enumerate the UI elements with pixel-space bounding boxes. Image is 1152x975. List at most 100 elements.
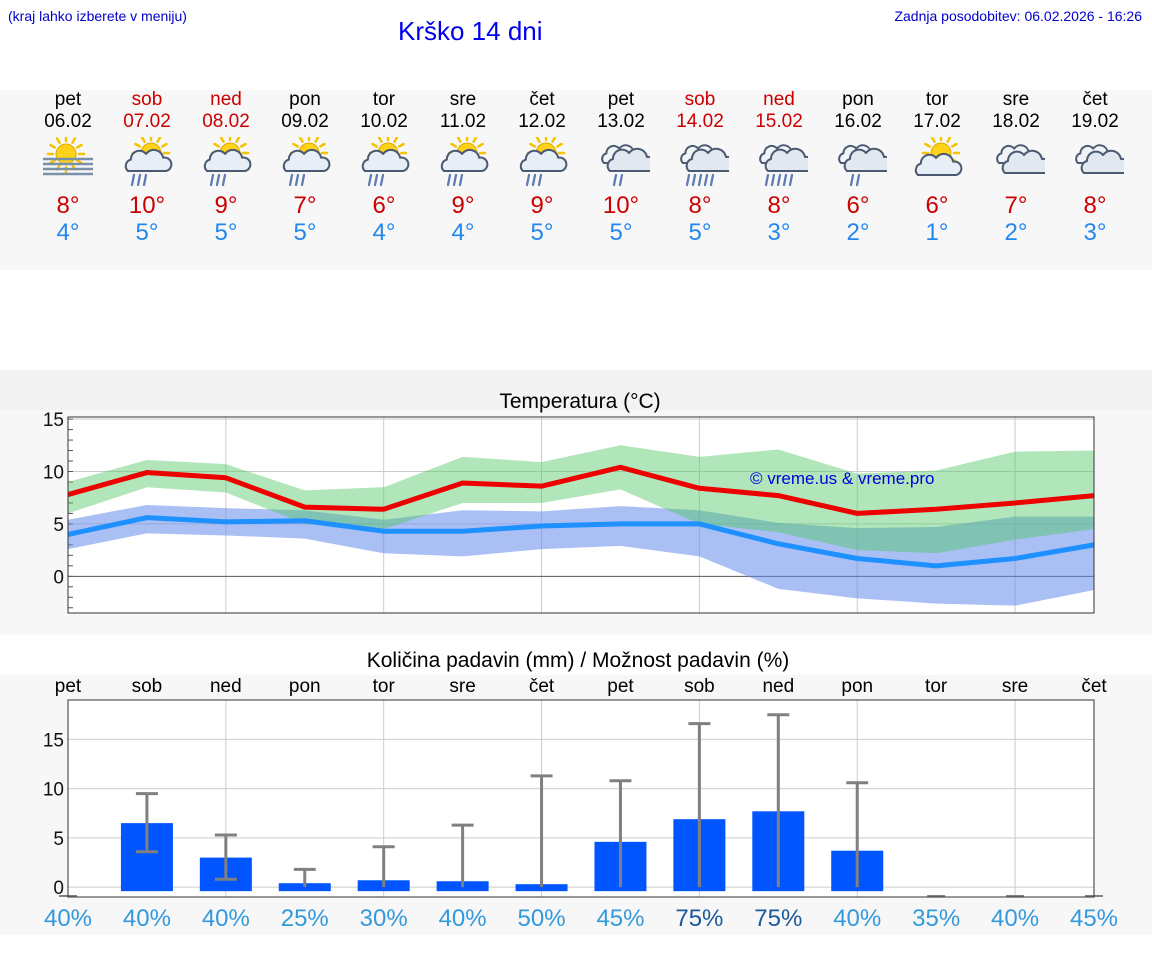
temp-max: 6° — [925, 192, 949, 219]
sun-cloud-rain-icon — [361, 137, 410, 187]
temp-min: 1° — [925, 219, 949, 246]
temp-min: 5° — [135, 219, 159, 246]
category-label: sre — [449, 676, 475, 697]
category-label: tor — [373, 676, 396, 697]
temp-max: 10° — [128, 192, 166, 219]
y-tick-label: 5 — [53, 515, 64, 536]
y-tick-label: 15 — [43, 410, 64, 431]
day-column: pon 16.02 6° 2° — [818, 89, 898, 247]
temp-min: 5° — [214, 219, 238, 246]
day-name: sob — [684, 89, 716, 110]
probability-label: 75% — [754, 905, 802, 932]
precip-bar — [278, 883, 331, 892]
fog-sun-icon — [43, 137, 93, 176]
day-date: 08.02 — [202, 111, 250, 132]
temp-min: 4° — [56, 219, 80, 246]
sun-cloud-rain-icon — [519, 137, 568, 187]
y-tick-label: 0 — [53, 878, 64, 899]
divider-band — [0, 370, 1152, 410]
day-name: pon — [842, 89, 874, 110]
sun-cloud-rain-icon — [282, 137, 331, 187]
temp-max: 9° — [530, 192, 554, 219]
day-name: ned — [210, 89, 242, 110]
day-column: sre 18.02 7° 2° — [976, 89, 1056, 247]
y-tick-label: 15 — [43, 730, 64, 751]
probability-label: 40% — [991, 905, 1039, 932]
temp-max: 10° — [602, 192, 640, 219]
category-label: čet — [1081, 676, 1107, 697]
day-name: tor — [925, 89, 949, 110]
category-label: tor — [925, 676, 948, 697]
watermark: © vreme.us & vreme.pro — [750, 469, 934, 488]
day-name: pon — [289, 89, 321, 110]
category-label: pet — [55, 676, 82, 697]
day-name: sre — [1002, 89, 1030, 110]
temp-min-line — [67, 515, 1095, 569]
cloud-icon — [1075, 144, 1124, 174]
day-column: ned 15.02 8° 3° — [739, 89, 819, 247]
day-column: pet 06.02 8° 4° — [28, 89, 108, 247]
day-name: sob — [131, 89, 163, 110]
probability-label: 40% — [44, 905, 92, 932]
y-tick-label: 5 — [53, 829, 64, 850]
last-updated: Zadnja posodobitev: 06.02.2026 - 16:26 — [894, 8, 1142, 24]
day-name: čet — [1082, 89, 1108, 110]
temp-max: 7° — [293, 192, 317, 219]
day-column: tor 17.02 6° 1° — [897, 89, 977, 247]
min-range-band — [68, 505, 1094, 606]
day-date: 10.02 — [360, 111, 408, 132]
category-label: čet — [529, 676, 555, 697]
category-label: sre — [1002, 676, 1028, 697]
category-label: pet — [607, 676, 634, 697]
day-date: 16.02 — [834, 111, 882, 132]
temp-max: 7° — [1004, 192, 1028, 219]
probability-label: 25% — [281, 905, 329, 932]
cloud-icon — [996, 144, 1045, 174]
category-label: pon — [289, 676, 321, 697]
page-title: Krško 14 dni — [398, 16, 543, 46]
day-name: čet — [529, 89, 555, 110]
day-date: 17.02 — [913, 111, 961, 132]
precipitation-title: Količina padavin (mm) / Možnost padavin … — [367, 649, 790, 672]
temp-max: 9° — [214, 192, 238, 219]
temp-max: 8° — [767, 192, 791, 219]
category-label: ned — [762, 676, 794, 697]
day-name: pet — [607, 89, 635, 110]
day-date: 14.02 — [676, 111, 724, 132]
probability-label: 40% — [439, 905, 487, 932]
day-date: 18.02 — [992, 111, 1040, 132]
temp-min: 2° — [846, 219, 870, 246]
forecast-strip — [0, 90, 1152, 270]
day-column: sob 14.02 8° 5° — [660, 89, 740, 247]
probability-label: 50% — [518, 905, 566, 932]
temp-max: 8° — [688, 192, 712, 219]
day-date: 09.02 — [281, 111, 329, 132]
temp-max: 6° — [846, 192, 870, 219]
day-column: čet 12.02 9° 5° — [502, 89, 582, 247]
probability-label: 35% — [912, 905, 960, 932]
day-name: tor — [372, 89, 396, 110]
cloud-heavy-rain-icon — [759, 144, 808, 187]
category-label: sob — [132, 676, 163, 697]
plot-frame — [67, 699, 1095, 898]
temp-max: 8° — [1083, 192, 1107, 219]
precip-bar — [515, 884, 568, 892]
day-column: sre 11.02 9° 4° — [423, 89, 503, 247]
cloud-rain-icon — [838, 144, 887, 187]
probability-label: 30% — [360, 905, 408, 932]
location-hint[interactable]: (kraj lahko izberete v meniju) — [8, 8, 187, 24]
temp-max: 9° — [451, 192, 475, 219]
temp-min: 4° — [451, 219, 475, 246]
probability-label: 40% — [833, 905, 881, 932]
temp-min: 5° — [530, 219, 554, 246]
cloud-rain-icon — [601, 144, 650, 187]
temp-min: 4° — [372, 219, 396, 246]
day-date: 13.02 — [597, 111, 645, 132]
day-column: tor 10.02 6° 4° — [344, 89, 424, 247]
probability-label: 45% — [596, 905, 644, 932]
day-name: sre — [449, 89, 477, 110]
probability-label: 75% — [675, 905, 723, 932]
max-range-band — [68, 445, 1094, 554]
day-name: ned — [763, 89, 795, 110]
day-column: sob 07.02 10° 5° — [107, 89, 187, 247]
